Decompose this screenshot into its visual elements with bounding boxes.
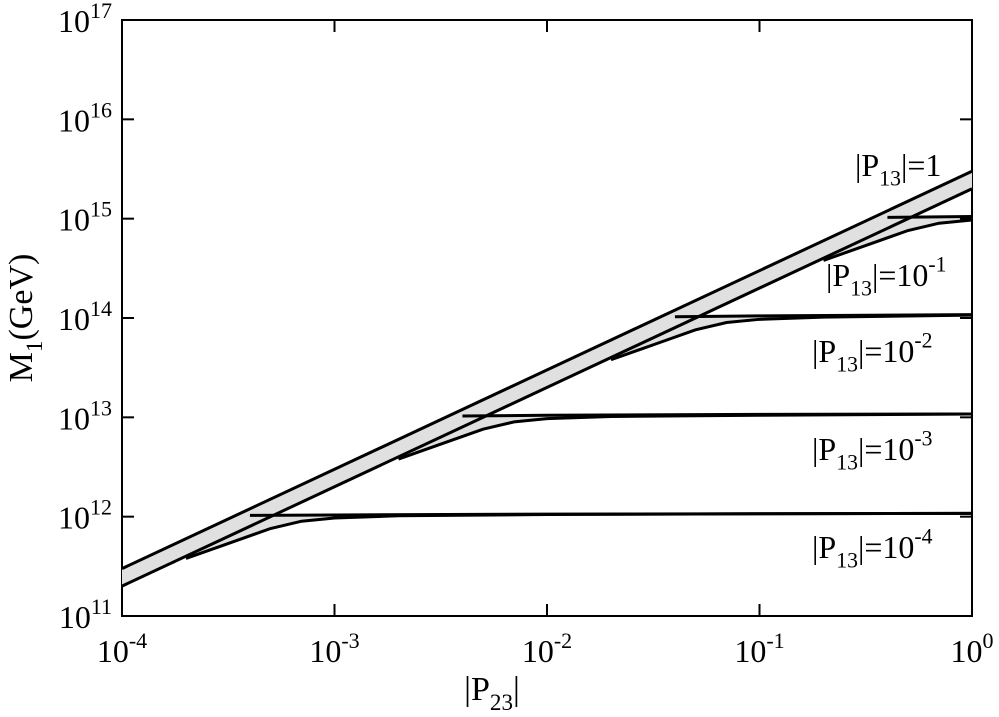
band-label-sub: 13 bbox=[850, 277, 872, 301]
band-label-sub: 13 bbox=[879, 167, 901, 191]
y-tick-label: 1016 bbox=[58, 97, 112, 138]
x-tick-base: 10 bbox=[734, 633, 766, 669]
y-axis-title: M1(GeV) bbox=[3, 254, 48, 383]
band-label: |P13|=10-1 bbox=[826, 253, 947, 301]
band-label-main: |P bbox=[812, 333, 836, 369]
y-tick-exponent: 14 bbox=[90, 296, 112, 321]
y-tick-label: 1012 bbox=[58, 495, 112, 536]
y-tick-base: 10 bbox=[58, 301, 90, 337]
y-tick-base: 10 bbox=[58, 202, 90, 238]
band-label: |P13|=10-4 bbox=[812, 525, 933, 573]
y-tick-base: 10 bbox=[58, 500, 90, 536]
band-label-sup: -1 bbox=[928, 253, 946, 277]
band-label: |P13|=10-3 bbox=[812, 427, 933, 475]
band-label-main: |P bbox=[826, 257, 850, 293]
curve-lower bbox=[610, 313, 973, 362]
band-label-sup: -2 bbox=[914, 329, 932, 353]
y-tick-exponent: 16 bbox=[90, 97, 112, 122]
x-tick-label: 10-4 bbox=[97, 628, 147, 669]
band-label-sup: -4 bbox=[914, 525, 932, 549]
band-label-main: |P bbox=[812, 529, 836, 565]
y-tick-base: 10 bbox=[58, 3, 90, 39]
y-tick-exponent: 17 bbox=[90, 0, 112, 23]
band-label-tail: |=10 bbox=[858, 529, 914, 565]
band-label-tail: |=10 bbox=[858, 431, 914, 467]
x-tick-exponent: -1 bbox=[766, 628, 784, 653]
x-tick-base: 10 bbox=[309, 633, 341, 669]
x-tick-label: 10-2 bbox=[522, 628, 572, 669]
curve-lower bbox=[397, 412, 973, 461]
y-tick-base: 10 bbox=[59, 599, 91, 635]
band-label: |P13|=10-2 bbox=[812, 329, 933, 377]
y-tick-exponent: 15 bbox=[90, 197, 112, 222]
x-tick-label: 10-1 bbox=[734, 628, 784, 669]
y-tick-label: 1015 bbox=[58, 197, 112, 238]
x-tick-base: 10 bbox=[97, 633, 129, 669]
x-axis-title-sub: 23 bbox=[490, 690, 513, 716]
x-tick-base: 10 bbox=[951, 633, 983, 669]
x-axis-title-tail: | bbox=[513, 671, 520, 708]
band-fill bbox=[122, 171, 972, 587]
band-label-tail: |=1 bbox=[901, 147, 941, 183]
x-tick-exponent: -2 bbox=[554, 628, 572, 653]
x-axis-title-main: |P bbox=[464, 671, 490, 708]
y-axis-title-tail: (GeV) bbox=[3, 254, 40, 341]
x-tick-exponent: -4 bbox=[129, 628, 147, 653]
band-label-main: |P bbox=[812, 431, 836, 467]
x-axis-title: |P23| bbox=[464, 671, 520, 716]
curve-lower bbox=[185, 511, 973, 560]
band-label-sup: -3 bbox=[914, 427, 932, 451]
x-tick-exponent: -3 bbox=[341, 628, 359, 653]
x-tick-label: 100 bbox=[951, 628, 994, 669]
band-label-main: |P bbox=[855, 147, 879, 183]
band-fill bbox=[610, 314, 972, 360]
band-fill bbox=[398, 414, 972, 460]
x-tick-label: 10-3 bbox=[309, 628, 359, 669]
y-tick-base: 10 bbox=[58, 102, 90, 138]
y-tick-label: 1014 bbox=[58, 296, 112, 337]
y-axis-title-main: M bbox=[3, 352, 40, 382]
band-label-tail: |=10 bbox=[858, 333, 914, 369]
y-axis-title-sub: 1 bbox=[22, 341, 48, 353]
curve-lower bbox=[121, 187, 973, 588]
y-tick-exponent: 12 bbox=[90, 495, 112, 520]
y-tick-exponent: 11 bbox=[91, 594, 112, 619]
band-label: |P13|=1 bbox=[855, 147, 941, 191]
band-label-sub: 13 bbox=[836, 451, 858, 475]
band-label-tail: |=10 bbox=[872, 257, 928, 293]
y-tick-base: 10 bbox=[58, 400, 90, 436]
y-tick-label: 1011 bbox=[59, 594, 112, 635]
band-label-sub: 13 bbox=[836, 353, 858, 377]
x-tick-base: 10 bbox=[522, 633, 554, 669]
y-tick-label: 1013 bbox=[58, 395, 112, 436]
band-label-sub: 13 bbox=[836, 549, 858, 573]
band-fill bbox=[823, 216, 972, 261]
y-tick-label: 1017 bbox=[58, 0, 112, 39]
curve-lower bbox=[822, 218, 973, 262]
curve-upper bbox=[887, 215, 973, 219]
curve-upper bbox=[121, 169, 973, 570]
y-tick-exponent: 13 bbox=[90, 395, 112, 420]
x-tick-exponent: 0 bbox=[983, 628, 994, 653]
